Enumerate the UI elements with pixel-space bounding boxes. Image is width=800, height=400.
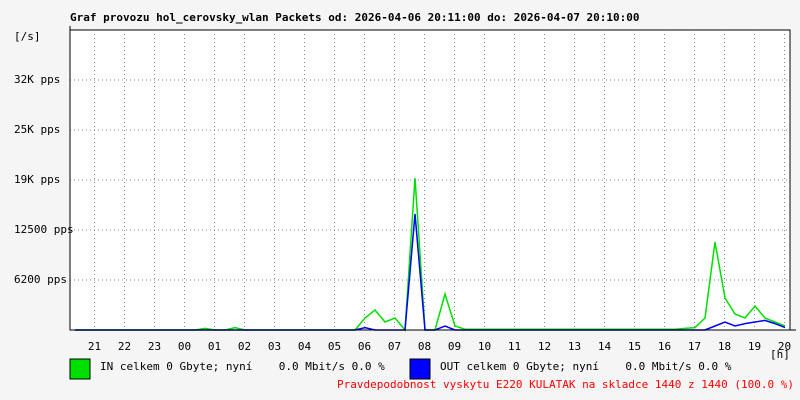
x-tick-label: 07 bbox=[388, 340, 401, 353]
x-tick-label: 08 bbox=[418, 340, 431, 353]
x-tick-label: 12 bbox=[538, 340, 551, 353]
chart-title: Graf provozu hol_cerovsky_wlan Packets o… bbox=[70, 11, 640, 24]
y-tick-label: 6200 pps bbox=[14, 273, 67, 286]
y-tick-label: 32K pps bbox=[14, 73, 60, 86]
x-tick-label: 04 bbox=[298, 340, 312, 353]
x-tick-label: 05 bbox=[328, 340, 341, 353]
x-tick-label: 16 bbox=[658, 340, 671, 353]
x-tick-label: 00 bbox=[178, 340, 191, 353]
x-tick-label: 22 bbox=[118, 340, 131, 353]
x-tick-label: 01 bbox=[208, 340, 221, 353]
y-tick-label: 19K pps bbox=[14, 173, 60, 186]
legend-swatch bbox=[69, 358, 91, 380]
y-axis-label: [/s] bbox=[14, 30, 41, 43]
legend-label: OUT celkem 0 Gbyte; nyní 0.0 Mbit/s 0.0 … bbox=[440, 360, 732, 373]
x-tick-label: 18 bbox=[718, 340, 731, 353]
x-axis-label: [h] bbox=[770, 348, 790, 361]
x-tick-label: 17 bbox=[688, 340, 701, 353]
x-tick-label: 14 bbox=[598, 340, 612, 353]
legend-swatch bbox=[409, 358, 431, 380]
legend-label: IN celkem 0 Gbyte; nyní 0.0 Mbit/s 0.0 % bbox=[100, 360, 385, 373]
x-tick-label: 13 bbox=[568, 340, 581, 353]
x-tick-label: 03 bbox=[268, 340, 281, 353]
y-tick-label: 12500 pps bbox=[14, 223, 74, 236]
x-tick-label: 15 bbox=[628, 340, 641, 353]
x-tick-label: 21 bbox=[88, 340, 101, 353]
x-tick-label: 09 bbox=[448, 340, 461, 353]
x-tick-label: 02 bbox=[238, 340, 251, 353]
y-tick-label: 25K pps bbox=[14, 123, 60, 136]
footnote: Pravdepodobnost vyskytu E220 KULATAK na … bbox=[337, 378, 794, 391]
x-tick-label: 11 bbox=[508, 340, 521, 353]
x-tick-label: 23 bbox=[148, 340, 161, 353]
x-tick-label: 20 bbox=[778, 340, 791, 353]
x-tick-label: 10 bbox=[478, 340, 491, 353]
x-tick-label: 19 bbox=[748, 340, 761, 353]
x-tick-label: 06 bbox=[358, 340, 371, 353]
